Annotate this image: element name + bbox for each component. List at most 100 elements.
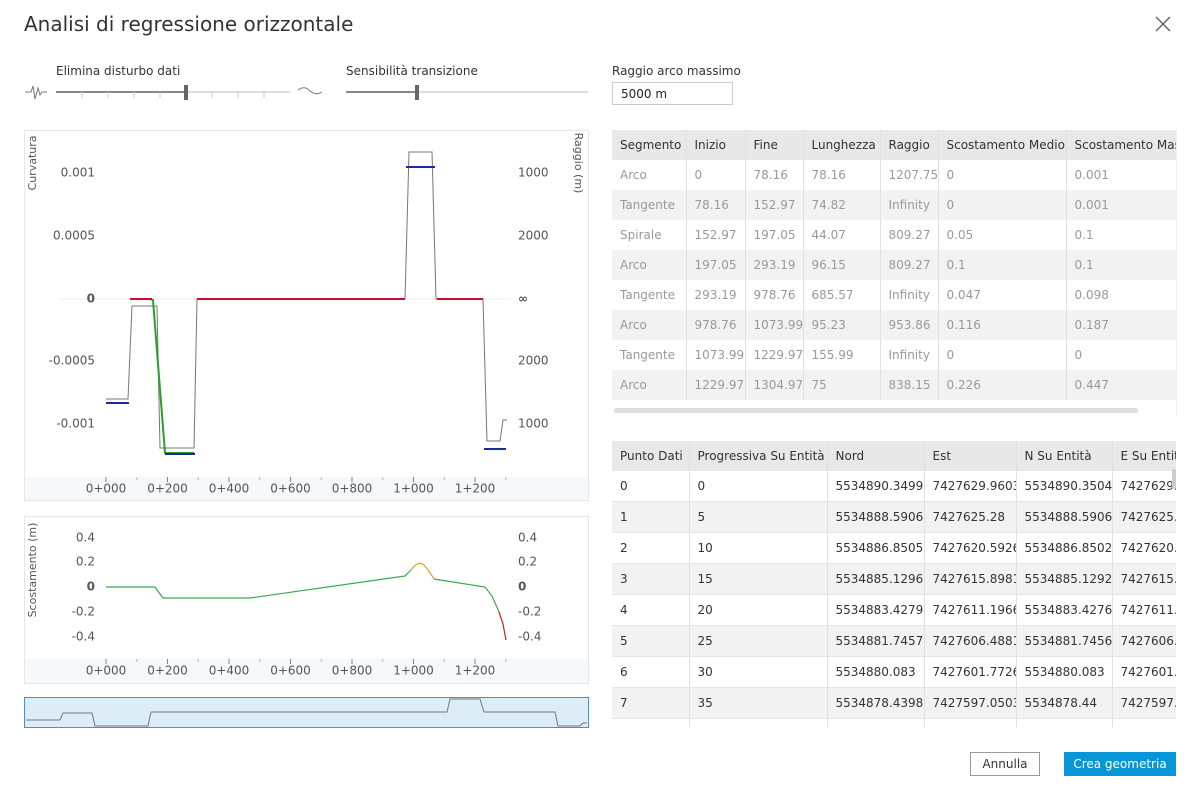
table-cell: Tangente xyxy=(612,280,687,310)
table-row[interactable]: 8405534876.81637427592.32135534876.81657… xyxy=(612,718,1176,727)
table-cell: 5534883.4276 xyxy=(1016,594,1113,626)
smooth-icon xyxy=(297,87,323,95)
y-axis-label: Curvatura xyxy=(26,136,39,191)
table-cell: 7427620.5 xyxy=(1112,532,1176,564)
table-row[interactable]: 7 35 5534878.4398 7427597.0503 5534878.44 742… xyxy=(612,687,1176,719)
max-radius-input[interactable]: 5000 m xyxy=(612,82,733,105)
table-cell: 5534885.1292 xyxy=(1016,563,1113,595)
scrollbar[interactable] xyxy=(614,408,1138,413)
table-cell: 0.1 xyxy=(938,250,1067,280)
y2-tick-label: -0.4 xyxy=(518,630,541,644)
x-tick-label: 0+400 xyxy=(209,482,250,496)
column-header[interactable]: Lunghezza xyxy=(803,130,881,160)
curvature-panel xyxy=(24,130,589,501)
table-cell: 20 xyxy=(689,594,828,626)
table-row[interactable]: Arco 1229.97 1304.97 75 838.15 0.226 0.447 xyxy=(612,370,1176,400)
table-cell: 5534876.8163 xyxy=(827,718,925,727)
table-row[interactable]: Arco 0 78.16 78.16 1207.75 0 0.001 xyxy=(612,160,1176,190)
table-cell: 7427615.8981 xyxy=(924,563,1017,595)
table-cell: 10 xyxy=(689,532,828,564)
y-tick-label: -0.0005 xyxy=(49,354,95,368)
x-tick-label: 0+600 xyxy=(270,482,311,496)
table-row[interactable]: Arco 978.76 1073.99 95.23 953.86 0.116 0.187 xyxy=(612,310,1176,340)
column-header[interactable]: N Su Entità xyxy=(1016,441,1113,471)
dialog-title: Analisi di regressione orizzontale xyxy=(24,12,354,36)
table-cell: 3 xyxy=(612,563,690,595)
table-row[interactable]: 0 0 5534890.3499 7427629.9603 5534890.3504 74… xyxy=(612,471,1176,502)
column-header[interactable]: E Su Entit xyxy=(1112,441,1176,471)
table-cell: Spirale xyxy=(612,220,687,250)
column-header[interactable]: Segmento xyxy=(612,130,687,160)
table-row[interactable]: 3 15 5534885.1296 7427615.8981 5534885.1292 7… xyxy=(612,563,1176,595)
column-header[interactable]: Nord xyxy=(827,441,925,471)
table-cell: Arco xyxy=(612,370,687,400)
table-cell: 152.97 xyxy=(745,190,804,220)
table-cell: 5 xyxy=(612,625,690,657)
column-header[interactable]: Inizio xyxy=(686,130,746,160)
table-row[interactable]: 4 20 5534883.4279 7427611.1966 5534883.4276 7… xyxy=(612,594,1176,626)
column-header[interactable]: Progressiva Su Entità xyxy=(689,441,828,471)
slider-handle[interactable] xyxy=(184,85,188,100)
table-cell: 197.05 xyxy=(686,250,746,280)
table-cell: 7427629.9 xyxy=(1112,471,1176,502)
y2-tick-label: 1000 xyxy=(518,166,549,180)
table-cell: 0.1 xyxy=(1066,220,1176,250)
table-row[interactable]: 2 10 5534886.8505 7427620.5926 5534886.8502 7… xyxy=(612,532,1176,564)
y2-tick-label: 2000 xyxy=(518,354,549,368)
table-cell: 7427615.8 xyxy=(1112,563,1176,595)
column-header[interactable]: Fine xyxy=(745,130,804,160)
column-header[interactable]: Punto Dati xyxy=(612,441,690,471)
table-cell: 0 xyxy=(938,340,1067,370)
charts: 0.001 0.0005 0 -0.0005 -0.001 1000 2000 ∞ 2000 10… xyxy=(24,85,589,728)
table-row[interactable]: Tangente 293.19 978.76 685.57 Infinity 0.047 0… xyxy=(612,280,1176,310)
column-header[interactable]: Scostamento Mas xyxy=(1066,130,1176,160)
x-tick-label: 1+200 xyxy=(455,664,496,678)
cancel-button[interactable]: Annulla xyxy=(970,752,1040,776)
scrollbar[interactable] xyxy=(1172,469,1176,489)
table-cell: 30 xyxy=(689,656,828,688)
table-row[interactable]: 5 25 5534881.7457 7427606.4881 5534881.7456 7… xyxy=(612,625,1176,657)
table-cell: 953.86 xyxy=(880,310,939,340)
y-tick-label: -0.001 xyxy=(56,417,95,431)
y2-tick-label: 0.2 xyxy=(518,555,537,569)
table-cell: Arco xyxy=(612,250,687,280)
table-row[interactable]: Tangente 78.16 152.97 74.82 Infinity 0 0.001 xyxy=(612,190,1176,220)
table-cell: Arco xyxy=(612,160,687,190)
table-cell: 155.99 xyxy=(803,340,881,370)
column-header[interactable]: Scostamento Medio xyxy=(938,130,1067,160)
x-tick-label: 0+200 xyxy=(147,482,188,496)
table-cell: 7427597.0 xyxy=(1112,687,1176,719)
overview-line xyxy=(26,698,587,727)
offset-line xyxy=(433,578,500,613)
y-tick-label: -0.2 xyxy=(72,605,95,619)
x-axis-band xyxy=(25,659,588,683)
table-row[interactable]: 1 5 5534888.5906 7427625.28 5534888.5906 7427… xyxy=(612,501,1176,533)
column-header[interactable]: Raggio xyxy=(880,130,939,160)
table-cell: 1229.97 xyxy=(686,370,746,400)
table-cell: 78.16 xyxy=(745,160,804,190)
table-cell: 1229.97 xyxy=(745,340,804,370)
table-row[interactable]: Arco 197.05 293.19 96.15 809.27 0.1 0.1 xyxy=(612,250,1176,280)
table-cell: 1073.99 xyxy=(686,340,746,370)
table-cell: 75 xyxy=(803,370,881,400)
table-cell: 5534885.1296 xyxy=(827,563,925,595)
table-cell: 95.23 xyxy=(803,310,881,340)
slider-handle[interactable] xyxy=(415,85,419,100)
offset-peak xyxy=(410,562,435,580)
table-cell: 5534890.3504 xyxy=(1016,471,1113,502)
table-cell: 5 xyxy=(689,501,828,533)
table-row[interactable]: Spirale 152.97 197.05 44.07 809.27 0.05 0.1 xyxy=(612,220,1176,250)
table-cell: 197.05 xyxy=(745,220,804,250)
table-cell: 74.82 xyxy=(803,190,881,220)
create-button[interactable]: Crea geometria xyxy=(1064,752,1176,776)
table-row[interactable]: Tangente 1073.99 1229.97 155.99 Infinity 0 0 xyxy=(612,340,1176,370)
table-cell: 0 xyxy=(1066,340,1176,370)
close-button[interactable] xyxy=(1154,15,1172,33)
table-cell: 0.1 xyxy=(1066,250,1176,280)
table-row[interactable]: 6 30 5534880.083 7427601.7726 5534880.083 742… xyxy=(612,656,1176,688)
table-cell: 6 xyxy=(612,656,690,688)
column-header[interactable]: Est xyxy=(924,441,1017,471)
table-cell: 7427611.1966 xyxy=(924,594,1017,626)
y-tick-label: -0.4 xyxy=(72,630,95,644)
table-cell: 7427601.7 xyxy=(1112,656,1176,688)
